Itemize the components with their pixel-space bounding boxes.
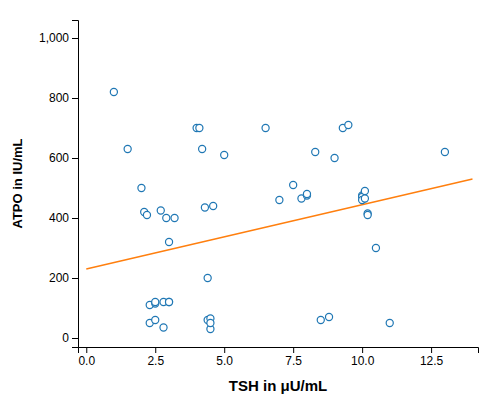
point xyxy=(171,214,178,221)
tick: 5.0 xyxy=(216,347,233,368)
point xyxy=(317,316,324,323)
tick: 400 xyxy=(49,211,78,225)
tick: 2.5 xyxy=(147,347,164,368)
point xyxy=(157,207,164,214)
tick-mark xyxy=(72,218,78,219)
tick-label: 800 xyxy=(49,91,69,105)
tick-mark xyxy=(72,98,78,99)
tick-mark xyxy=(86,347,87,353)
point xyxy=(276,196,283,203)
point xyxy=(204,274,211,281)
point xyxy=(361,195,368,202)
tick: 800 xyxy=(49,91,78,105)
tick: 12.5 xyxy=(420,347,444,368)
tick-mark xyxy=(155,347,156,353)
plot: 0.0 2.5 5.0 7.5 10.0 12.5 0 200 400 600 800 1,000 TS… xyxy=(10,21,479,395)
tick-label: 600 xyxy=(49,151,69,165)
tick: 0.0 xyxy=(78,347,95,368)
tick-mark xyxy=(362,347,363,353)
tick-mark xyxy=(72,158,78,159)
point xyxy=(152,316,159,323)
tick-mark xyxy=(293,347,294,353)
tick-mark xyxy=(431,347,432,353)
tick-label: 2.5 xyxy=(147,354,164,368)
y-axis: 0 200 400 600 800 1,000 xyxy=(39,21,79,348)
y-axis-title: ATPO in IU/mL xyxy=(10,138,25,228)
point xyxy=(160,324,167,331)
point xyxy=(210,202,217,209)
point xyxy=(262,124,269,131)
point xyxy=(110,88,117,95)
point xyxy=(303,190,310,197)
tick: 0 xyxy=(62,331,78,345)
tick-label: 10.0 xyxy=(351,354,375,368)
tick-label: 400 xyxy=(49,211,69,225)
point xyxy=(201,204,208,211)
tick-mark xyxy=(72,278,78,279)
point xyxy=(165,298,172,305)
point xyxy=(361,187,368,194)
point xyxy=(138,184,145,191)
tick-label: 0 xyxy=(62,331,69,345)
tick-label: 5.0 xyxy=(216,354,233,368)
point xyxy=(312,148,319,155)
point xyxy=(325,313,332,320)
tick-label: 1,000 xyxy=(39,31,69,45)
axis-line xyxy=(79,348,479,354)
point xyxy=(364,211,371,218)
point xyxy=(386,319,393,326)
point xyxy=(152,298,159,305)
point xyxy=(372,244,379,251)
marks xyxy=(86,88,472,332)
tick: 7.5 xyxy=(285,347,302,368)
point xyxy=(207,319,214,326)
tick: 600 xyxy=(49,151,78,165)
chart: 0.0 2.5 5.0 7.5 10.0 12.5 0 200 400 600 800 1,000 TS… xyxy=(0,0,500,405)
tick-label: 0.0 xyxy=(78,354,95,368)
point xyxy=(199,145,206,152)
point xyxy=(165,298,172,305)
point xyxy=(331,154,338,161)
tick: 10.0 xyxy=(351,347,375,368)
point xyxy=(165,238,172,245)
axis-line xyxy=(72,21,79,348)
tick-label: 7.5 xyxy=(285,354,302,368)
x-axis: 0.0 2.5 5.0 7.5 10.0 12.5 xyxy=(78,347,478,368)
point xyxy=(221,151,228,158)
point xyxy=(143,211,150,218)
point xyxy=(345,121,352,128)
point xyxy=(163,214,170,221)
tick: 1,000 xyxy=(39,31,78,45)
point xyxy=(290,181,297,188)
point xyxy=(196,124,203,131)
point xyxy=(124,145,131,152)
tick: 200 xyxy=(49,271,78,285)
tick-mark xyxy=(224,347,225,353)
point xyxy=(441,148,448,155)
tick-mark xyxy=(72,338,78,339)
tick-label: 200 xyxy=(49,271,69,285)
tick-mark xyxy=(72,38,78,39)
regression-line xyxy=(86,179,472,269)
x-axis-title: TSH in μU/mL xyxy=(229,377,327,394)
tick-label: 12.5 xyxy=(420,354,444,368)
